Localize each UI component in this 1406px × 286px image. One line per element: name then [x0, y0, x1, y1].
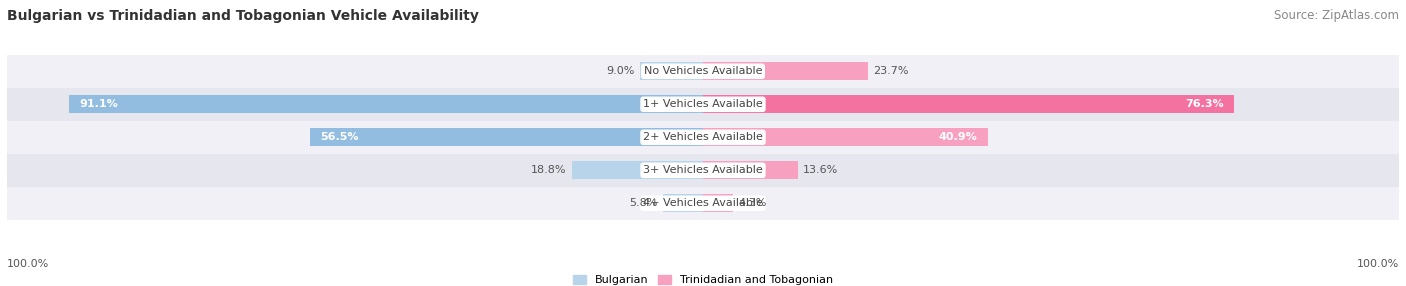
Bar: [7, 121, 1399, 154]
Text: 100.0%: 100.0%: [7, 259, 49, 269]
Text: 40.9%: 40.9%: [938, 132, 977, 142]
Bar: [703, 194, 733, 212]
Text: 9.0%: 9.0%: [606, 66, 634, 76]
Text: 1+ Vehicles Available: 1+ Vehicles Available: [643, 99, 763, 109]
Text: 5.8%: 5.8%: [628, 198, 657, 208]
Bar: [703, 161, 797, 179]
Text: 100.0%: 100.0%: [1357, 259, 1399, 269]
Bar: [7, 187, 1399, 220]
Text: 23.7%: 23.7%: [873, 66, 910, 76]
Text: 2+ Vehicles Available: 2+ Vehicles Available: [643, 132, 763, 142]
Text: Bulgarian vs Trinidadian and Tobagonian Vehicle Availability: Bulgarian vs Trinidadian and Tobagonian …: [7, 9, 479, 23]
Bar: [7, 154, 1399, 187]
Text: Source: ZipAtlas.com: Source: ZipAtlas.com: [1274, 9, 1399, 21]
Bar: [7, 88, 1399, 121]
Bar: [662, 194, 703, 212]
Bar: [640, 62, 703, 80]
Text: 91.1%: 91.1%: [79, 99, 118, 109]
Text: 13.6%: 13.6%: [803, 165, 838, 175]
Bar: [69, 95, 703, 113]
Text: 4.3%: 4.3%: [738, 198, 766, 208]
Text: 4+ Vehicles Available: 4+ Vehicles Available: [643, 198, 763, 208]
Text: 18.8%: 18.8%: [531, 165, 567, 175]
Legend: Bulgarian, Trinidadian and Tobagonian: Bulgarian, Trinidadian and Tobagonian: [568, 270, 838, 286]
Text: 56.5%: 56.5%: [321, 132, 359, 142]
Text: No Vehicles Available: No Vehicles Available: [644, 66, 762, 76]
Text: 76.3%: 76.3%: [1185, 99, 1223, 109]
Bar: [703, 128, 987, 146]
Bar: [309, 128, 703, 146]
Text: 3+ Vehicles Available: 3+ Vehicles Available: [643, 165, 763, 175]
Bar: [572, 161, 703, 179]
Bar: [703, 62, 868, 80]
Bar: [7, 55, 1399, 88]
Bar: [703, 95, 1234, 113]
